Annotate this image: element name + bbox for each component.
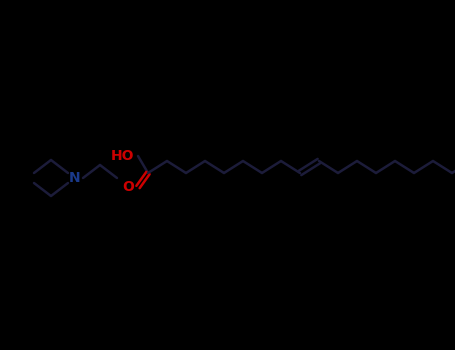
Text: O: O [122, 180, 134, 194]
Text: HO: HO [111, 149, 134, 163]
Text: N: N [69, 171, 81, 185]
